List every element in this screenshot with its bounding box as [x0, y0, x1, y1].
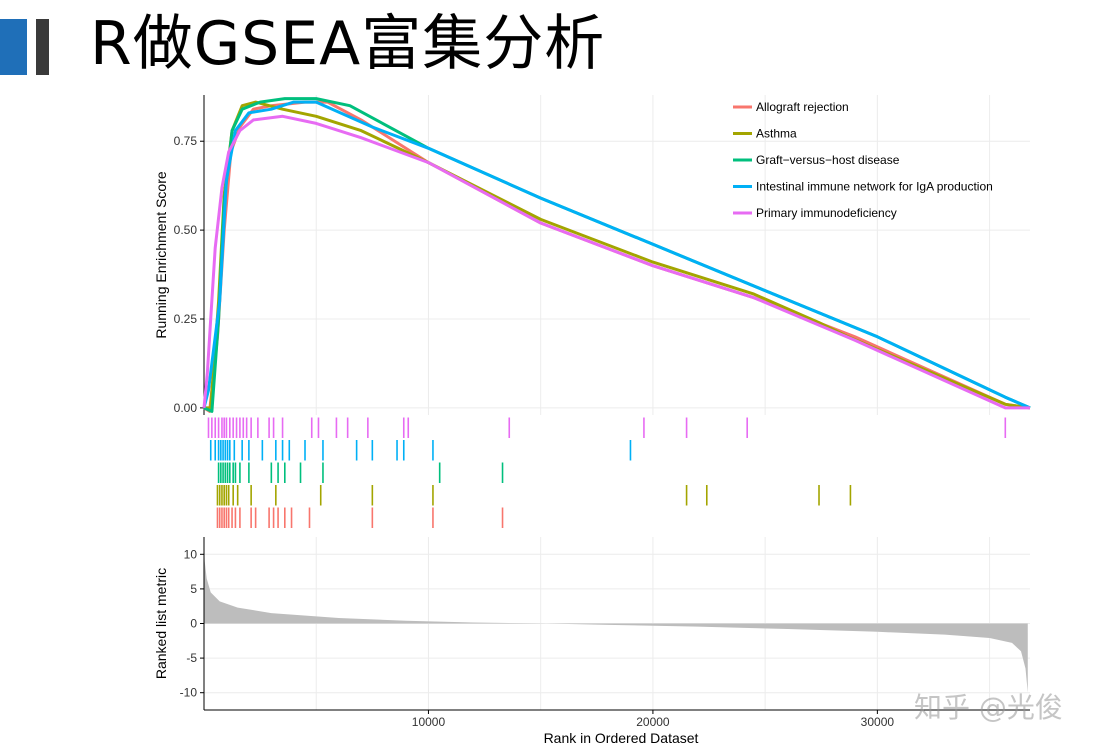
x-tick-label: 30000 [861, 715, 895, 729]
y-tick-label-metric: -5 [186, 651, 197, 665]
legend-label: Intestinal immune network for IgA produc… [756, 180, 993, 194]
y-axis-label-es: Running Enrichment Score [153, 171, 169, 339]
x-axis-label: Rank in Ordered Dataset [544, 730, 699, 746]
y-axis-label-metric: Ranked list metric [153, 568, 169, 679]
es-line [202, 100, 1031, 410]
y-tick-label-metric: 10 [184, 547, 198, 561]
watermark-text: 知乎 @光俊 [914, 691, 1063, 724]
y-tick-label-metric: 5 [190, 582, 197, 596]
x-tick-label: 10000 [412, 715, 446, 729]
y-tick-label-metric: 0 [190, 617, 197, 631]
y-tick-label-es: 0.25 [174, 312, 198, 326]
slide-title: R做GSEA富集分析 [90, 9, 606, 79]
y-tick-label-es: 0.75 [174, 134, 198, 148]
es-line [203, 100, 1031, 413]
legend-label: Primary immunodeficiency [756, 206, 897, 220]
title-accent-bar-gray [36, 19, 49, 75]
y-tick-label-es: 0.00 [174, 401, 198, 415]
y-tick-label-es: 0.50 [174, 223, 198, 237]
legend-label: Allograft rejection [756, 100, 849, 114]
x-tick-label: 20000 [636, 715, 670, 729]
y-tick-label-metric: -10 [180, 686, 198, 700]
es-line [202, 114, 1030, 410]
ranked-metric-area [204, 543, 1028, 693]
legend-label: Asthma [756, 127, 797, 141]
legend-label: Graft−versus−host disease [756, 153, 900, 167]
title-accent-bar-blue [0, 19, 27, 75]
